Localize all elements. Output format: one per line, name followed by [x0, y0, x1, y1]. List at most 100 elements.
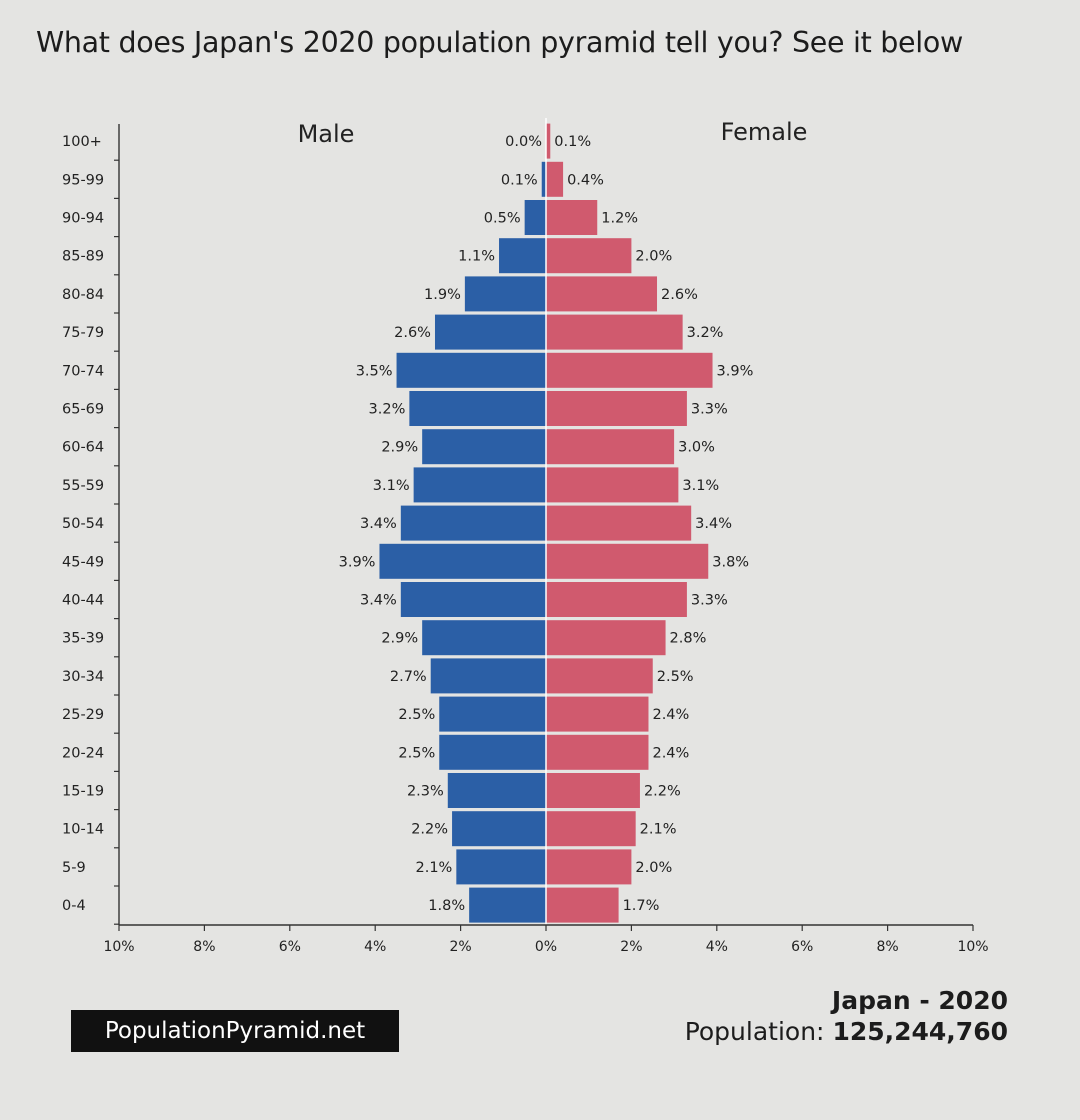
male-bar-20-24 — [439, 734, 546, 770]
bars-layer — [379, 123, 713, 923]
female-bar-80-84 — [546, 276, 658, 312]
female-value-label-100+: 0.1% — [554, 134, 591, 150]
male-bar-90-94 — [524, 200, 546, 235]
male-bar-75-79 — [434, 314, 546, 350]
female-series-label: Female — [721, 118, 808, 146]
population-label: Population: — [684, 1017, 825, 1046]
female-value-label-20-24: 2.4% — [652, 745, 689, 761]
male-bar-70-74 — [396, 352, 546, 388]
female-bar-60-64 — [546, 429, 675, 465]
female-value-label-10-14: 2.1% — [640, 822, 677, 838]
population-value: 125,244,760 — [832, 1017, 1008, 1046]
female-value-label-55-59: 3.1% — [682, 478, 719, 494]
age-group-label-60-64: 60-64 — [62, 440, 104, 456]
male-series-label: Male — [298, 120, 355, 148]
x-tick-label-0: 10% — [103, 939, 134, 955]
male-value-label-20-24: 2.5% — [398, 745, 435, 761]
male-bar-15-19 — [447, 773, 546, 808]
female-bar-75-79 — [546, 314, 683, 350]
x-tick-label-1: 8% — [193, 939, 215, 955]
male-value-label-40-44: 3.4% — [360, 593, 397, 609]
female-value-label-25-29: 2.4% — [652, 707, 689, 723]
female-value-label-5-9: 2.0% — [635, 860, 672, 876]
age-group-label-80-84: 80-84 — [62, 287, 104, 303]
age-group-label-0-4: 0-4 — [62, 898, 86, 914]
headline: What does Japan's 2020 population pyrami… — [36, 26, 964, 59]
female-bar-35-39 — [546, 620, 666, 656]
male-bar-55-59 — [413, 467, 546, 503]
age-group-label-70-74: 70-74 — [62, 363, 104, 379]
female-bar-90-94 — [546, 200, 598, 235]
x-tick-label-8: 6% — [791, 939, 813, 955]
female-value-label-60-64: 3.0% — [678, 440, 715, 456]
female-value-label-35-39: 2.8% — [670, 631, 707, 647]
age-group-label-30-34: 30-34 — [62, 669, 104, 685]
age-group-label-35-39: 35-39 — [62, 631, 104, 647]
male-bar-40-44 — [400, 582, 546, 617]
age-group-label-5-9: 5-9 — [62, 860, 86, 876]
male-value-label-30-34: 2.7% — [390, 669, 427, 685]
male-bar-25-29 — [439, 696, 546, 732]
male-value-label-100+: 0.0% — [505, 134, 542, 150]
labels-layer: 1.8% 1.7% 2.1% 2.0% 2.2% 2.1% 2.3% 2.2% 2.5% 2.4%… — [339, 134, 754, 914]
female-bar-70-74 — [546, 352, 713, 388]
age-group-label-20-24: 20-24 — [62, 745, 104, 761]
female-bar-95-99 — [546, 161, 564, 197]
axes-layer: 0-4 5-9 10-14 15-19 20-24 25-29 30-34 35-39 40-4… — [62, 118, 989, 955]
female-bar-30-34 — [546, 658, 653, 694]
female-bar-10-14 — [546, 811, 636, 847]
male-value-label-25-29: 2.5% — [398, 707, 435, 723]
male-bar-35-39 — [422, 620, 546, 656]
female-value-label-95-99: 0.4% — [567, 172, 604, 188]
male-value-label-95-99: 0.1% — [501, 172, 538, 188]
male-value-label-75-79: 2.6% — [394, 325, 431, 341]
male-value-label-15-19: 2.3% — [407, 784, 444, 800]
female-bar-85-89 — [546, 238, 632, 274]
age-group-label-40-44: 40-44 — [62, 593, 104, 609]
male-value-label-60-64: 2.9% — [381, 440, 418, 456]
female-value-label-40-44: 3.3% — [691, 593, 728, 609]
female-bar-50-54 — [546, 505, 692, 541]
female-bar-0-4 — [546, 887, 619, 923]
male-value-label-5-9: 2.1% — [415, 860, 452, 876]
male-value-label-85-89: 1.1% — [458, 249, 495, 265]
site-logo-link[interactable]: PopulationPyramid.net — [71, 1010, 399, 1052]
age-group-label-55-59: 55-59 — [62, 478, 104, 494]
age-group-label-45-49: 45-49 — [62, 554, 104, 570]
male-value-label-0-4: 1.8% — [428, 898, 465, 914]
female-bar-55-59 — [546, 467, 679, 503]
age-group-label-65-69: 65-69 — [62, 402, 104, 418]
female-value-label-15-19: 2.2% — [644, 784, 681, 800]
x-tick-label-6: 2% — [620, 939, 642, 955]
female-bar-25-29 — [546, 696, 649, 732]
female-value-label-70-74: 3.9% — [717, 363, 754, 379]
age-group-label-50-54: 50-54 — [62, 516, 104, 532]
male-value-label-50-54: 3.4% — [360, 516, 397, 532]
country-year: Japan - 2020 — [831, 986, 1008, 1015]
male-value-label-10-14: 2.2% — [411, 822, 448, 838]
male-bar-0-4 — [469, 887, 546, 923]
x-tick-label-5: 0% — [535, 939, 557, 955]
female-bar-100+ — [546, 123, 551, 159]
male-bar-10-14 — [452, 811, 546, 847]
age-group-label-85-89: 85-89 — [62, 249, 104, 265]
male-bar-65-69 — [409, 391, 546, 426]
female-bar-40-44 — [546, 582, 687, 617]
male-bar-85-89 — [499, 238, 546, 274]
x-tick-label-4: 2% — [449, 939, 471, 955]
age-group-label-90-94: 90-94 — [62, 211, 104, 227]
male-bar-50-54 — [400, 505, 546, 541]
age-group-label-100+: 100+ — [62, 134, 102, 150]
x-tick-label-9: 8% — [876, 939, 898, 955]
female-value-label-75-79: 3.2% — [687, 325, 724, 341]
male-value-label-55-59: 3.1% — [373, 478, 410, 494]
male-bar-95-99 — [541, 161, 546, 197]
male-bar-45-49 — [379, 543, 546, 579]
male-value-label-45-49: 3.9% — [339, 554, 376, 570]
male-value-label-65-69: 3.2% — [369, 402, 406, 418]
female-bar-65-69 — [546, 391, 687, 426]
female-value-label-30-34: 2.5% — [657, 669, 694, 685]
female-bar-45-49 — [546, 543, 709, 579]
